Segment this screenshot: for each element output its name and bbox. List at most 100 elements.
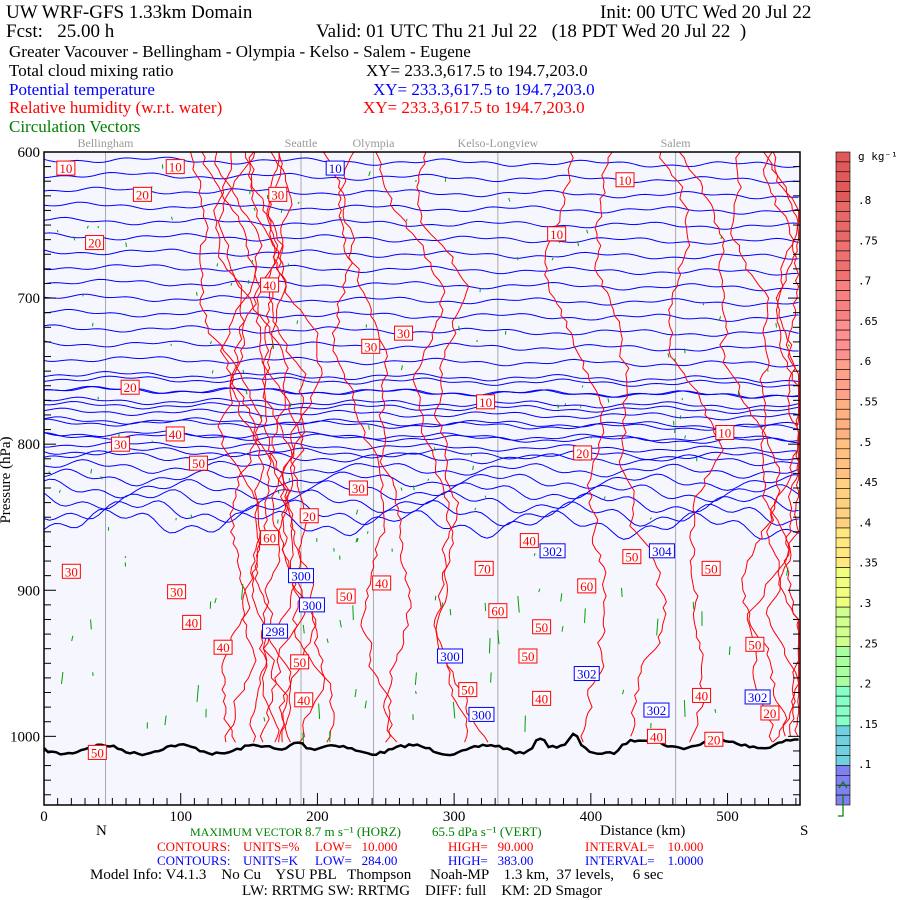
rh-contour-label-box xyxy=(532,619,552,635)
rh-contour-label-box xyxy=(87,744,107,760)
colorbar-swatch xyxy=(835,220,851,232)
rh-contour-label-box xyxy=(532,690,552,706)
reference-vector-icon xyxy=(838,780,848,817)
theta-contour-line xyxy=(43,156,799,168)
circulation-vector xyxy=(245,390,248,395)
rh-contour-line xyxy=(259,151,323,743)
rh-contour-label-box xyxy=(646,728,666,744)
rh-contour-label-box xyxy=(394,325,414,341)
theta-contour-label: 300 xyxy=(302,598,322,613)
rh-contour-label: 20 xyxy=(763,706,776,721)
colorbar-swatch xyxy=(835,191,851,202)
circulation-vector xyxy=(433,447,436,451)
colorbar-swatch xyxy=(835,784,851,796)
colorbar-swatch xyxy=(835,537,851,549)
field-theta-xy: XY= 233.3,617.5 to 194.7,203.0 xyxy=(373,80,595,99)
colorbar-swatch xyxy=(835,260,851,272)
rh-contour-label: 70 xyxy=(478,561,491,576)
rh-contour-label: 30 xyxy=(65,564,78,579)
circulation-vector xyxy=(56,230,59,233)
circulation-vector xyxy=(296,320,299,324)
circulation-vector xyxy=(190,514,193,519)
colorbar-swatch xyxy=(835,171,851,182)
colorbar-tick-label: .7 xyxy=(858,275,871,288)
colorbar-tick-label: .65 xyxy=(858,315,878,328)
theta-contour-label: 302 xyxy=(543,544,563,559)
rh-contour-line xyxy=(416,151,489,743)
circulation-vector xyxy=(702,303,705,306)
circulation-vector xyxy=(415,690,417,695)
theta-contour-line xyxy=(43,278,799,292)
circulation-vector xyxy=(649,517,652,520)
colorbar-swatch xyxy=(835,616,851,628)
circulation-vector xyxy=(449,608,452,616)
colorbar-swatch xyxy=(835,408,851,420)
colorbar-swatch xyxy=(835,181,851,192)
max-vector-label: MAXIMUM VECTOR xyxy=(190,825,303,839)
theta-contour-label: 300 xyxy=(472,707,492,722)
circulation-vector xyxy=(560,593,563,602)
circulation-vector xyxy=(368,171,371,177)
rh-contour-label-box xyxy=(622,549,642,565)
rh-contours-e: INTERVAL= 10.000 xyxy=(585,839,704,854)
rh-contour-label: 40 xyxy=(523,534,536,549)
rh-contour-line xyxy=(266,151,317,743)
plot-title: UW WRF-GFS 1.33km Domain xyxy=(6,2,253,23)
theta-contour-line xyxy=(43,450,799,467)
colorbar-swatch xyxy=(835,517,851,529)
circulation-vector xyxy=(400,487,403,491)
theta-contour-line xyxy=(43,499,799,527)
rh-contour-label-box xyxy=(294,692,314,708)
circulation-vector xyxy=(412,485,415,491)
colorbar-swatch xyxy=(835,389,851,400)
circulation-vector xyxy=(339,216,342,220)
colorbar-swatch xyxy=(835,300,851,311)
field-cloud-xy: XY= 233.3,617.5 to 194.7,203.0 xyxy=(366,61,588,80)
colorbar-tick-label: .75 xyxy=(858,234,878,247)
colorbar-swatch xyxy=(835,765,851,776)
colorbar-swatch xyxy=(835,478,851,489)
colorbar-tick-label: .2 xyxy=(858,678,871,691)
colorbar-swatch xyxy=(835,418,851,430)
rh-contour-label-box xyxy=(547,226,567,242)
circulation-vector xyxy=(488,638,491,654)
circulation-vector xyxy=(452,701,456,719)
rh-contour-label: 30 xyxy=(397,326,410,341)
circulation-vector xyxy=(474,507,477,511)
circulation-vector xyxy=(352,605,354,621)
rh-contour-label-box xyxy=(167,584,187,600)
colorbar-swatch xyxy=(835,596,851,608)
circulation-vector xyxy=(58,489,61,494)
colorbar-swatch xyxy=(835,497,851,509)
rh-contour-label: 50 xyxy=(192,456,205,471)
rh-contour-line xyxy=(322,151,393,743)
colorbar-swatch xyxy=(835,359,851,370)
rh-contour-label: 40 xyxy=(535,691,548,706)
theta-contour-line xyxy=(43,478,799,503)
rh-contour-label: 50 xyxy=(91,745,104,760)
theta-contour-label: 302 xyxy=(748,690,768,705)
colorbar-swatch xyxy=(835,507,851,519)
theta-contour-label: 10 xyxy=(329,161,342,176)
theta-contour-label-box xyxy=(539,543,566,559)
circulation-vector xyxy=(216,263,219,267)
rh-contour-label-box xyxy=(336,588,356,604)
circulation-vector xyxy=(211,370,214,374)
colorbar-swatch xyxy=(835,310,851,321)
colorbar-tick-label: .35 xyxy=(858,557,878,570)
colorbar-swatch xyxy=(835,428,851,440)
circulation-vector xyxy=(253,207,256,211)
theta-contour-line xyxy=(43,489,799,514)
rh-contour-label-box xyxy=(476,394,496,410)
circulation-vector xyxy=(607,398,610,403)
rh-contour-label-box xyxy=(488,603,508,619)
rh-contour-line xyxy=(201,151,288,743)
theta-contours-d: HIGH= 383.00 xyxy=(448,853,534,868)
circulation-vector xyxy=(656,618,659,636)
rh-contours-b: UNITS=% xyxy=(243,839,300,854)
y-tick-label: 800 xyxy=(18,437,41,453)
colorbar-swatch xyxy=(835,211,851,222)
rh-contour-line xyxy=(375,151,469,743)
model-info: Model Info: V4.1.3 No Cu YSU PBL Thompso… xyxy=(90,867,664,883)
